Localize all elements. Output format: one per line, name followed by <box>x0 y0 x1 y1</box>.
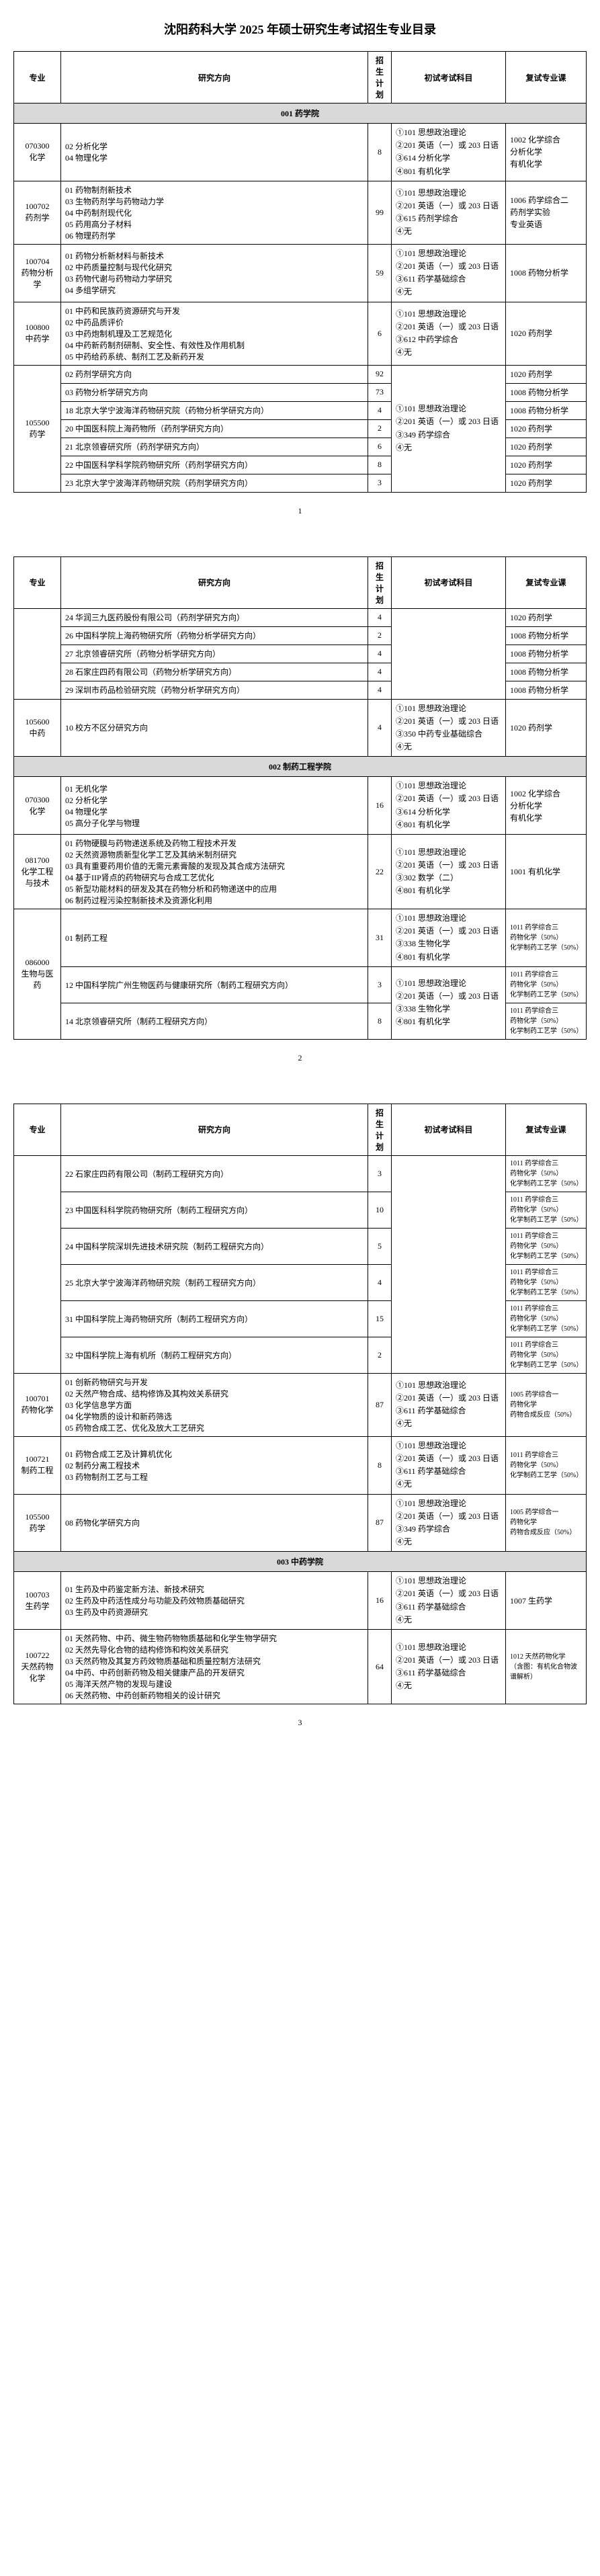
table-row: 105500药学 02 药剂学研究方向 92 ①101 思想政治理论②201 英… <box>14 365 587 383</box>
table-row: 100721制药工程 01 药物合成工艺及计算机优化 02 制药分离工程技术 0… <box>14 1436 587 1494</box>
table-row: 100703生药学 01 生药及中药鉴定新方法、新技术研究 02 生药及中药活性… <box>14 1572 587 1630</box>
table-header-row: 专业 研究方向 招生计划 初试考试科目 复试专业课 <box>14 556 587 608</box>
page-number: 1 <box>13 506 587 516</box>
major-cell <box>14 608 61 699</box>
direction-cell: 02 分析化学 04 物理化学 <box>61 124 368 181</box>
major-cell: 100704药物分析学 <box>14 244 61 302</box>
catalog-table-2: 专业 研究方向 招生计划 初试考试科目 复试专业课 24 华润三九医药股份有限公… <box>13 556 587 1040</box>
retest-cell: 1008 药物分析学 <box>506 244 587 302</box>
table-row: 105500药学 08 药物化学研究方向 87 ①101 思想政治理论②201 … <box>14 1494 587 1552</box>
plan-cell: 6 <box>368 302 392 365</box>
page-3: 专业 研究方向 招生计划 初试考试科目 复试专业课 22 石家庄四药有限公司（制… <box>13 1104 587 1728</box>
catalog-table-1: 专业 研究方向 招生计划 初试考试科目 复试专业课 001 药学院 070300… <box>13 51 587 493</box>
table-row: 24 华润三九医药股份有限公司（药剂学研究方向） 4 1020 药剂学 <box>14 608 587 626</box>
table-row: 081700化学工程与技术 01 药物硬膜与药物递送系统及药物工程技术开发 02… <box>14 835 587 909</box>
major-cell: 100800中药学 <box>14 302 61 365</box>
table-row: 070300化学 01 无机化学 02 分析化学 04 物理化学 05 高分子化… <box>14 777 587 835</box>
section-header: 002 制药工程学院 <box>14 757 587 777</box>
table-row: 100702药剂学 01 药物制剂新技术 03 生物药剂学与药物动力学 04 中… <box>14 181 587 244</box>
table-row: 070300化学 02 分析化学 04 物理化学 8 ①101 思想政治理论②2… <box>14 124 587 181</box>
direction-cell: 18 北京大学宁波海洋药物研究院（药物分析学研究方向） <box>61 401 368 419</box>
catalog-table-3: 专业 研究方向 招生计划 初试考试科目 复试专业课 22 石家庄四药有限公司（制… <box>13 1104 587 1704</box>
page-1: 沈阳药科大学 2025 年硕士研究生考试招生专业目录 专业 研究方向 招生计划 … <box>13 20 587 516</box>
direction-cell: 01 中药和民族药资源研究与开发 02 中药品质评价 03 中药炮制机理及工艺规… <box>61 302 368 365</box>
direction-cell: 22 中国医科学科学院药物研究所（药剂学研究方向） <box>61 456 368 474</box>
document-title: 沈阳药科大学 2025 年硕士研究生考试招生专业目录 <box>13 20 587 38</box>
direction-cell: 01 药物制剂新技术 03 生物药剂学与药物动力学 04 中药制剂现代化 05 … <box>61 181 368 244</box>
header-retest: 复试专业课 <box>506 52 587 103</box>
table-row: 12 中国科学院广州生物医药与健康研究所（制药工程研究方向） 3 ①101 思想… <box>14 966 587 1003</box>
retest-cell: 1020 药剂学 <box>506 365 587 383</box>
table-row: 22 石家庄四药有限公司（制药工程研究方向） 3 1011 药学综合三药物化学（… <box>14 1155 587 1192</box>
section-header: 003 中药学院 <box>14 1552 587 1572</box>
table-header-row: 专业 研究方向 招生计划 初试考试科目 复试专业课 <box>14 1104 587 1155</box>
direction-cell: 20 中国医科院上海药物所（药剂学研究方向） <box>61 419 368 438</box>
table-row: 100704药物分析学 01 药物分析新材料与新技术 02 中药质量控制与现代化… <box>14 244 587 302</box>
page-number: 2 <box>13 1053 587 1063</box>
direction-cell: 03 药物分析学研究方向 <box>61 383 368 401</box>
header-direction: 研究方向 <box>61 52 368 103</box>
retest-cell: 1002 化学综合分析化学有机化学 <box>506 124 587 181</box>
exam-cell: ①101 思想政治理论②201 英语（一）或 203 日语③612 中药学综合④… <box>392 302 506 365</box>
table-row: 100701药物化学 01 创新药物研究与开发 02 天然产物合成、结构修饰及其… <box>14 1373 587 1436</box>
direction-cell: 02 药剂学研究方向 <box>61 365 368 383</box>
table-row: 100722天然药物化学 01 天然药物、中药、微生物药物物质基础和化学生物学研… <box>14 1630 587 1704</box>
table-row: 100800中药学 01 中药和民族药资源研究与开发 02 中药品质评价 03 … <box>14 302 587 365</box>
plan-cell: 99 <box>368 181 392 244</box>
exam-cell: ①101 思想政治理论②201 英语（一）或 203 日语③611 药学基础综合… <box>392 244 506 302</box>
header-exam: 初试考试科目 <box>392 52 506 103</box>
table-row: 086000生物与医药 01 制药工程 31 ①101 思想政治理论②201 英… <box>14 909 587 967</box>
direction-cell: 21 北京领睿研究所（药剂学研究方向） <box>61 438 368 456</box>
major-cell: 100702药剂学 <box>14 181 61 244</box>
major-cell: 105500药学 <box>14 365 61 492</box>
exam-cell: ①101 思想政治理论②201 英语（一）或 203 日语③615 药剂学综合④… <box>392 181 506 244</box>
page-number: 3 <box>13 1718 587 1728</box>
direction-cell: 23 北京大学宁波海洋药物研究院（药剂学研究方向） <box>61 474 368 492</box>
retest-cell: 1020 药剂学 <box>506 302 587 365</box>
exam-cell: ①101 思想政治理论②201 英语（一）或 203 日语③614 分析化学④8… <box>392 124 506 181</box>
plan-cell: 59 <box>368 244 392 302</box>
page-2: 专业 研究方向 招生计划 初试考试科目 复试专业课 24 华润三九医药股份有限公… <box>13 556 587 1063</box>
retest-cell: 1006 药学综合二药剂学实验专业英语 <box>506 181 587 244</box>
plan-cell: 92 <box>368 365 392 383</box>
header-plan: 招生计划 <box>368 52 392 103</box>
direction-cell: 01 药物分析新材料与新技术 02 中药质量控制与现代化研究 03 药物代谢与药… <box>61 244 368 302</box>
table-row: 105600中药 10 校方不区分研究方向 4 ①101 思想政治理论②201 … <box>14 699 587 757</box>
header-major: 专业 <box>14 52 61 103</box>
exam-cell: ①101 思想政治理论②201 英语（一）或 203 日语③349 药学综合④无 <box>392 365 506 492</box>
plan-cell: 8 <box>368 124 392 181</box>
table-header-row: 专业 研究方向 招生计划 初试考试科目 复试专业课 <box>14 52 587 103</box>
section-header: 001 药学院 <box>14 103 587 124</box>
major-cell: 070300化学 <box>14 124 61 181</box>
